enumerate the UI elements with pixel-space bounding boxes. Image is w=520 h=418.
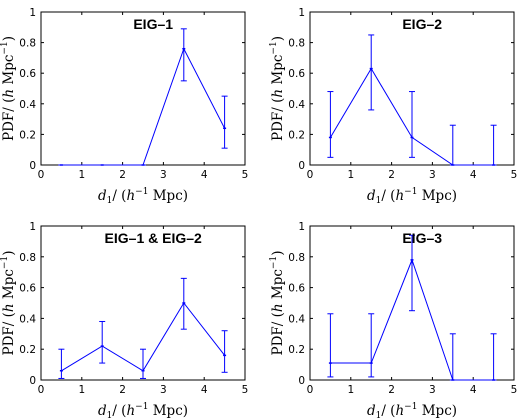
x-tick-label: 1 (78, 384, 85, 396)
y-tick-label: 1 (29, 7, 36, 19)
x-tick-label: 0 (307, 384, 314, 396)
y-tick-label: 0 (29, 160, 36, 172)
panel-title: EIG–2 (402, 16, 442, 32)
x-tick-label: 3 (429, 384, 436, 396)
x-tick-label: 4 (470, 169, 477, 181)
y-tick-label: 0.8 (19, 252, 36, 264)
plot-frame (309, 225, 515, 381)
x-tick-label: 3 (160, 169, 167, 181)
y-tick-label: 0 (29, 375, 36, 387)
series-line (61, 47, 226, 166)
y-tick-label: 0.2 (288, 344, 305, 356)
y-tick-label: 1 (298, 7, 305, 19)
y-tick-label: 0.8 (288, 38, 305, 50)
y-axis-label: PDF/ (h Mpc−1) (0, 36, 17, 141)
panel-title: EIG–3 (402, 230, 442, 246)
x-tick-label: 2 (388, 169, 395, 181)
x-tick-label: 1 (347, 384, 354, 396)
x-tick-label: 5 (242, 384, 249, 396)
panel-4: 0 1 2 3 4 5 0 0.2 0.4 0.6 0.8 1 EIG–3 d1/ (h−1 Mpc) PD… (269, 221, 517, 418)
x-tick-label: 4 (470, 384, 477, 396)
y-tick-label: 0 (298, 160, 305, 172)
plot-frame (309, 11, 515, 166)
x-axis-label: d1/ (h−1 Mpc) (98, 187, 188, 206)
x-tick-label: 2 (119, 169, 126, 181)
panel-2: 0 1 2 3 4 5 0 0.2 0.4 0.6 0.8 1 EIG–2 d1/ (h−1 Mpc) PD… (269, 7, 517, 206)
panel-3: 0 1 2 3 4 5 0 0.2 0.4 0.6 0.8 1 EIG–1 & EIG–2 d1/ (h−… (0, 221, 248, 418)
panel-title: EIG–1 (133, 16, 173, 32)
x-tick-label: 1 (347, 169, 354, 181)
y-tick-label: 0.2 (19, 344, 36, 356)
x-tick-label: 3 (429, 169, 436, 181)
y-tick-label: 0.4 (19, 99, 36, 111)
y-tick-label: 0.6 (19, 283, 36, 295)
x-tick-label: 5 (511, 384, 518, 396)
y-tick-label: 0.4 (288, 313, 305, 325)
x-tick-label: 5 (511, 169, 518, 181)
x-axis-label: d1/ (h−1 Mpc) (98, 402, 188, 418)
y-tick-label: 0.6 (19, 68, 36, 80)
plot-frame (40, 225, 246, 381)
panel-1: 0 1 2 3 4 5 0 0.2 0.4 0.6 0.8 1 EIG–1 d1/ (h−1 Mpc) PD… (0, 7, 248, 206)
panel-title: EIG–1 & EIG–2 (105, 230, 202, 246)
x-tick-label: 2 (388, 384, 395, 396)
y-tick-label: 0.2 (19, 129, 36, 141)
y-tick-label: 0.6 (288, 283, 305, 295)
x-tick-label: 4 (201, 384, 208, 396)
y-tick-label: 1 (29, 221, 36, 233)
x-tick-label: 0 (38, 169, 45, 181)
x-tick-label: 1 (78, 169, 85, 181)
y-tick-label: 0.6 (288, 68, 305, 80)
x-axis-label: d1/ (h−1 Mpc) (367, 187, 457, 206)
x-tick-label: 4 (201, 169, 208, 181)
y-tick-label: 0 (298, 375, 305, 387)
x-tick-label: 0 (38, 384, 45, 396)
y-axis-label: PDF/ (h Mpc−1) (0, 251, 17, 356)
x-tick-label: 5 (242, 169, 249, 181)
plot-frame (40, 11, 246, 166)
y-tick-label: 0.8 (19, 38, 36, 50)
y-tick-label: 1 (298, 221, 305, 233)
y-tick-label: 0.4 (19, 313, 36, 325)
x-axis-label: d1/ (h−1 Mpc) (367, 402, 457, 418)
y-tick-label: 0.4 (288, 99, 305, 111)
x-tick-label: 0 (307, 169, 314, 181)
y-tick-label: 0.8 (288, 252, 305, 264)
y-axis-label: PDF/ (h Mpc−1) (269, 36, 286, 141)
y-tick-label: 0.2 (288, 129, 305, 141)
y-axis-label: PDF/ (h Mpc−1) (269, 251, 286, 356)
x-tick-label: 3 (160, 384, 167, 396)
x-tick-label: 2 (119, 384, 126, 396)
